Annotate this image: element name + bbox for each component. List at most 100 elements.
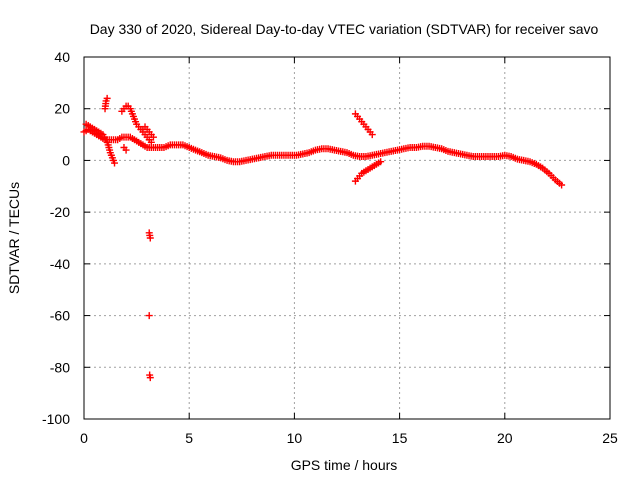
data-point-fill [309,147,317,155]
data-point-fill [128,134,136,142]
y-tick-label: 0 [62,152,70,168]
series-2 [101,94,111,113]
data-point-fill [103,138,111,146]
x-tick-label: 5 [185,430,193,446]
data-point-fill [106,146,114,154]
data-point [377,158,385,166]
data-point-fill [137,140,145,148]
data-point-fill [101,133,109,141]
data-point-fill [259,153,267,161]
data-point-fill [442,147,450,155]
y-tick-label: -20 [50,204,70,220]
data-point-fill [93,127,101,135]
data-point [368,131,376,139]
data-point-fill [116,134,124,142]
data-point-fill [177,141,185,149]
data-point [145,312,153,320]
grid-lines [84,57,610,419]
y-tick-label: 40 [54,49,70,65]
data-point-fill [303,149,311,157]
data-point-fill [429,143,437,151]
data-point-fill [379,149,387,157]
data-point-fill [391,147,399,155]
data-point-fill [347,150,355,158]
data-point-fill [88,124,96,132]
x-tick-label: 20 [497,430,513,446]
series-7 [351,110,376,139]
data-point-fill [518,156,526,164]
data-point-fill [511,154,519,162]
series-8 [351,158,385,185]
data-point-fill [556,179,564,187]
data-point-fill [240,157,248,165]
data-point-fill [124,133,132,141]
x-tick-label: 10 [287,430,303,446]
chart-title: Day 330 of 2020, Sidereal Day-to-day VTE… [90,21,599,37]
series-5 [120,144,130,154]
data-point-fill [461,151,469,159]
series-1 [82,120,119,167]
data-point-fill [253,154,261,162]
series-6 [145,229,154,382]
data-point-fill [109,156,117,164]
data-series [80,94,566,382]
x-tick-label: 15 [392,430,408,446]
data-point-fill [455,150,463,158]
data-point-fill [530,159,538,167]
data-point-fill [107,151,115,159]
data-point-fill [84,122,92,130]
data-point-fill [112,136,120,144]
y-tick-label: -100 [42,411,70,427]
data-point [149,133,157,141]
data-point-fill [158,144,166,151]
data-point-fill [129,112,137,120]
data-point-fill [132,118,140,126]
series-0 [80,125,566,189]
data-point-fill [537,163,545,171]
x-tick-label: 25 [602,430,618,446]
data-point-fill [208,152,216,160]
data-point-fill [146,231,154,239]
data-point-fill [543,168,551,176]
data-point-fill [335,147,343,155]
data-point-fill [102,100,110,108]
data-point-fill [505,152,513,160]
y-axis-label: SDTVAR / TECUs [6,182,22,294]
data-point [122,146,130,154]
x-tick-label: 0 [80,430,88,446]
data-point-fill [524,157,532,165]
tick-labels: 0 5 10 15 20 25 -100 -80 -60 -40 -20 0 20 40 [42,49,618,446]
data-point-fill [141,142,149,150]
data-point-fill [436,144,444,152]
data-point [146,374,154,382]
data-point [103,94,111,102]
data-point-fill [398,145,406,153]
data-point-fill [448,148,456,156]
data-point-fill [215,153,223,161]
data-point-fill [341,148,349,156]
data-point-fill [97,129,105,137]
data-point-fill [196,148,204,156]
data-point-fill [549,174,557,182]
series-4 [139,123,157,141]
data-point-fill [246,156,254,164]
data-point-fill [328,146,336,154]
y-tick-label: -80 [50,359,70,375]
data-point-fill [385,148,393,156]
data-point-fill [366,152,374,160]
data-point-fill [164,142,172,150]
y-tick-label: -40 [50,256,70,272]
data-point [147,138,155,146]
data-point-fill [127,107,135,115]
data-point-fill [183,143,191,151]
y-tick-label: -60 [50,308,70,324]
series-3 [118,102,155,146]
data-point-fill [202,150,210,158]
axes [83,56,611,420]
plot-frame [83,56,611,420]
data-point-fill [372,150,380,158]
data-point-fill [189,145,197,153]
data-point-fill [221,156,229,164]
